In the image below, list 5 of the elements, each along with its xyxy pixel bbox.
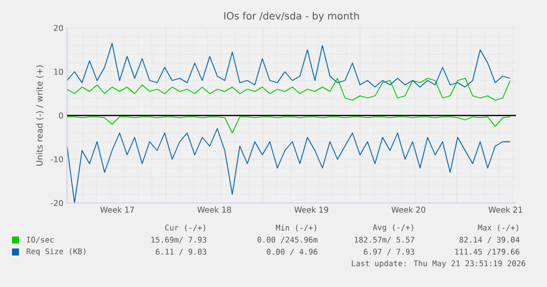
chart-title: IOs for /dev/sda - by month: [224, 12, 359, 22]
line-series: [66, 116, 511, 134]
line-series: [66, 42, 511, 88]
y-axis-title: Units read (-) / write (+): [36, 65, 44, 166]
line-series: [66, 78, 511, 101]
